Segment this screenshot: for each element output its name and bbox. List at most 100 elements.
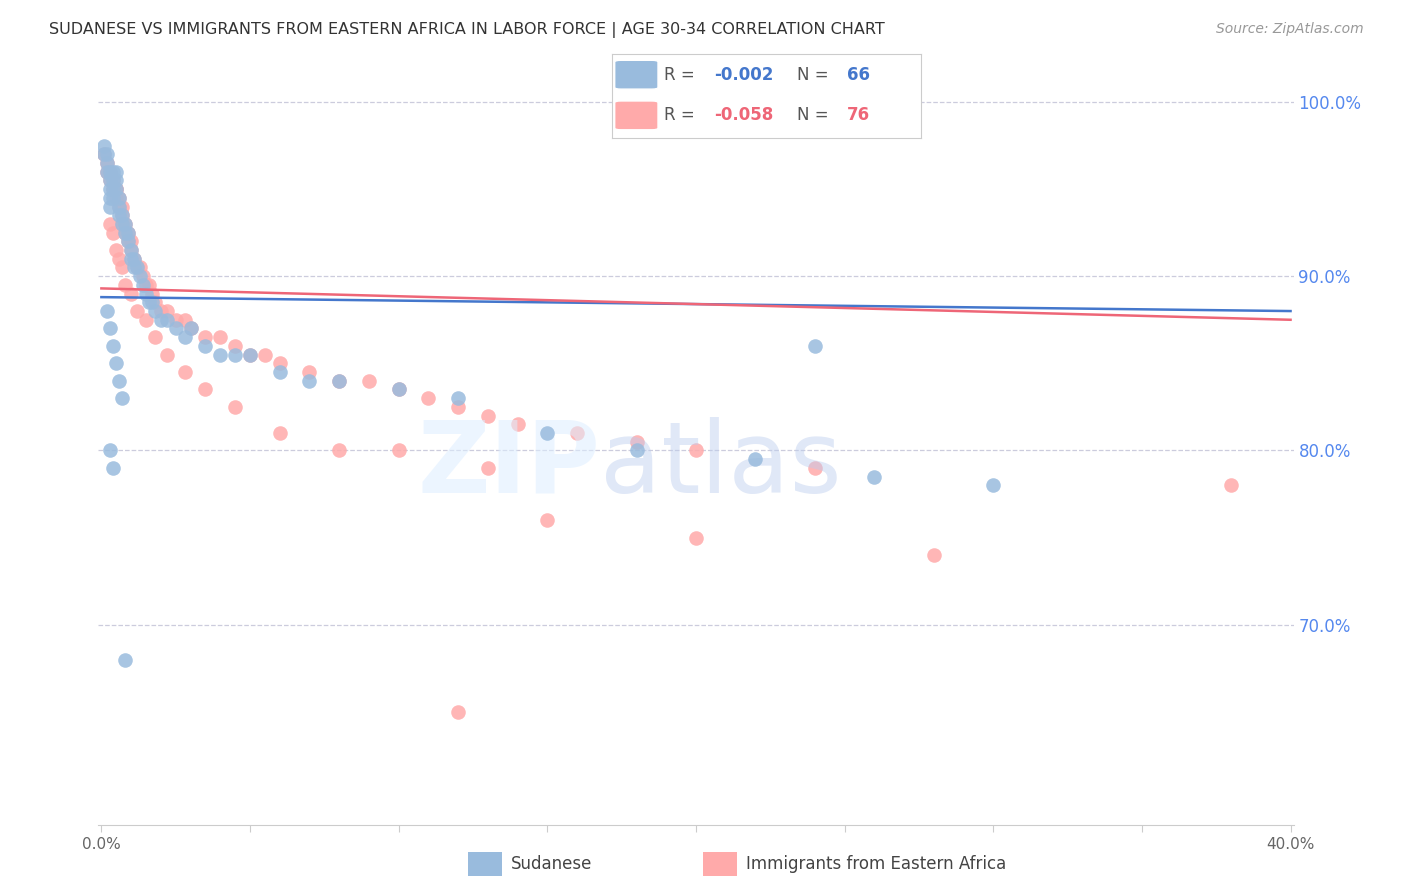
Point: [477, 461, 499, 475]
Point: [328, 374, 350, 388]
Point: [269, 425, 291, 440]
Point: [117, 226, 139, 240]
Point: [103, 182, 125, 196]
Point: [357, 374, 380, 388]
Point: [269, 365, 291, 379]
Point: [98, 173, 121, 187]
Point: [298, 365, 321, 379]
Point: [103, 191, 125, 205]
Point: [111, 208, 134, 222]
Point: [111, 391, 134, 405]
Point: [253, 348, 276, 362]
Point: [96, 164, 118, 178]
Text: 76: 76: [846, 106, 870, 124]
Point: [108, 191, 131, 205]
Text: Immigrants from Eastern Africa: Immigrants from Eastern Africa: [747, 855, 1007, 873]
Point: [388, 443, 411, 458]
Point: [143, 330, 166, 344]
Point: [114, 226, 136, 240]
Point: [388, 383, 411, 397]
Point: [224, 400, 246, 414]
Point: [114, 217, 136, 231]
Point: [96, 156, 118, 170]
Point: [111, 217, 134, 231]
Point: [129, 269, 152, 284]
Point: [98, 443, 121, 458]
Text: N =: N =: [797, 106, 834, 124]
Point: [156, 348, 179, 362]
Point: [120, 235, 142, 249]
Point: [108, 200, 131, 214]
Point: [98, 217, 121, 231]
Text: atlas: atlas: [600, 417, 842, 514]
Point: [165, 321, 187, 335]
Point: [98, 200, 121, 214]
Point: [194, 339, 217, 353]
Text: 66: 66: [846, 66, 870, 84]
Point: [122, 252, 145, 266]
FancyBboxPatch shape: [614, 61, 658, 89]
Point: [98, 182, 121, 196]
Point: [114, 226, 136, 240]
Point: [108, 252, 131, 266]
Point: [173, 330, 195, 344]
Point: [224, 339, 246, 353]
Point: [105, 173, 128, 187]
Point: [141, 286, 163, 301]
Point: [328, 374, 350, 388]
Point: [120, 243, 142, 257]
Point: [103, 164, 125, 178]
Point: [111, 200, 134, 214]
Point: [93, 147, 115, 161]
Point: [122, 252, 145, 266]
Text: -0.058: -0.058: [714, 106, 773, 124]
Point: [108, 200, 131, 214]
Point: [626, 443, 648, 458]
Point: [922, 548, 945, 562]
Point: [239, 348, 262, 362]
Point: [129, 260, 152, 275]
Point: [165, 312, 187, 326]
Text: N =: N =: [797, 66, 834, 84]
Point: [804, 339, 827, 353]
Point: [180, 321, 202, 335]
Point: [114, 217, 136, 231]
Text: -0.002: -0.002: [714, 66, 773, 84]
Point: [105, 164, 128, 178]
Point: [863, 469, 886, 483]
Point: [143, 295, 166, 310]
Point: [125, 260, 148, 275]
Bar: [703, 853, 737, 876]
Point: [98, 164, 121, 178]
Point: [156, 304, 179, 318]
Point: [804, 461, 827, 475]
Point: [98, 173, 121, 187]
Point: [239, 348, 262, 362]
Point: [108, 208, 131, 222]
Point: [96, 164, 118, 178]
Point: [132, 277, 155, 292]
Point: [1220, 478, 1243, 492]
Point: [536, 513, 558, 527]
Point: [96, 147, 118, 161]
Point: [149, 312, 172, 326]
Point: [138, 295, 160, 310]
Point: [105, 356, 128, 370]
Point: [105, 182, 128, 196]
Point: [114, 652, 136, 666]
Point: [120, 286, 142, 301]
Point: [103, 173, 125, 187]
Point: [298, 374, 321, 388]
Point: [224, 348, 246, 362]
Point: [105, 191, 128, 205]
Point: [96, 304, 118, 318]
Point: [117, 235, 139, 249]
Point: [536, 425, 558, 440]
Point: [108, 374, 131, 388]
Point: [108, 191, 131, 205]
Point: [328, 443, 350, 458]
Point: [135, 312, 157, 326]
Point: [103, 226, 125, 240]
Point: [447, 391, 470, 405]
Point: [626, 434, 648, 449]
